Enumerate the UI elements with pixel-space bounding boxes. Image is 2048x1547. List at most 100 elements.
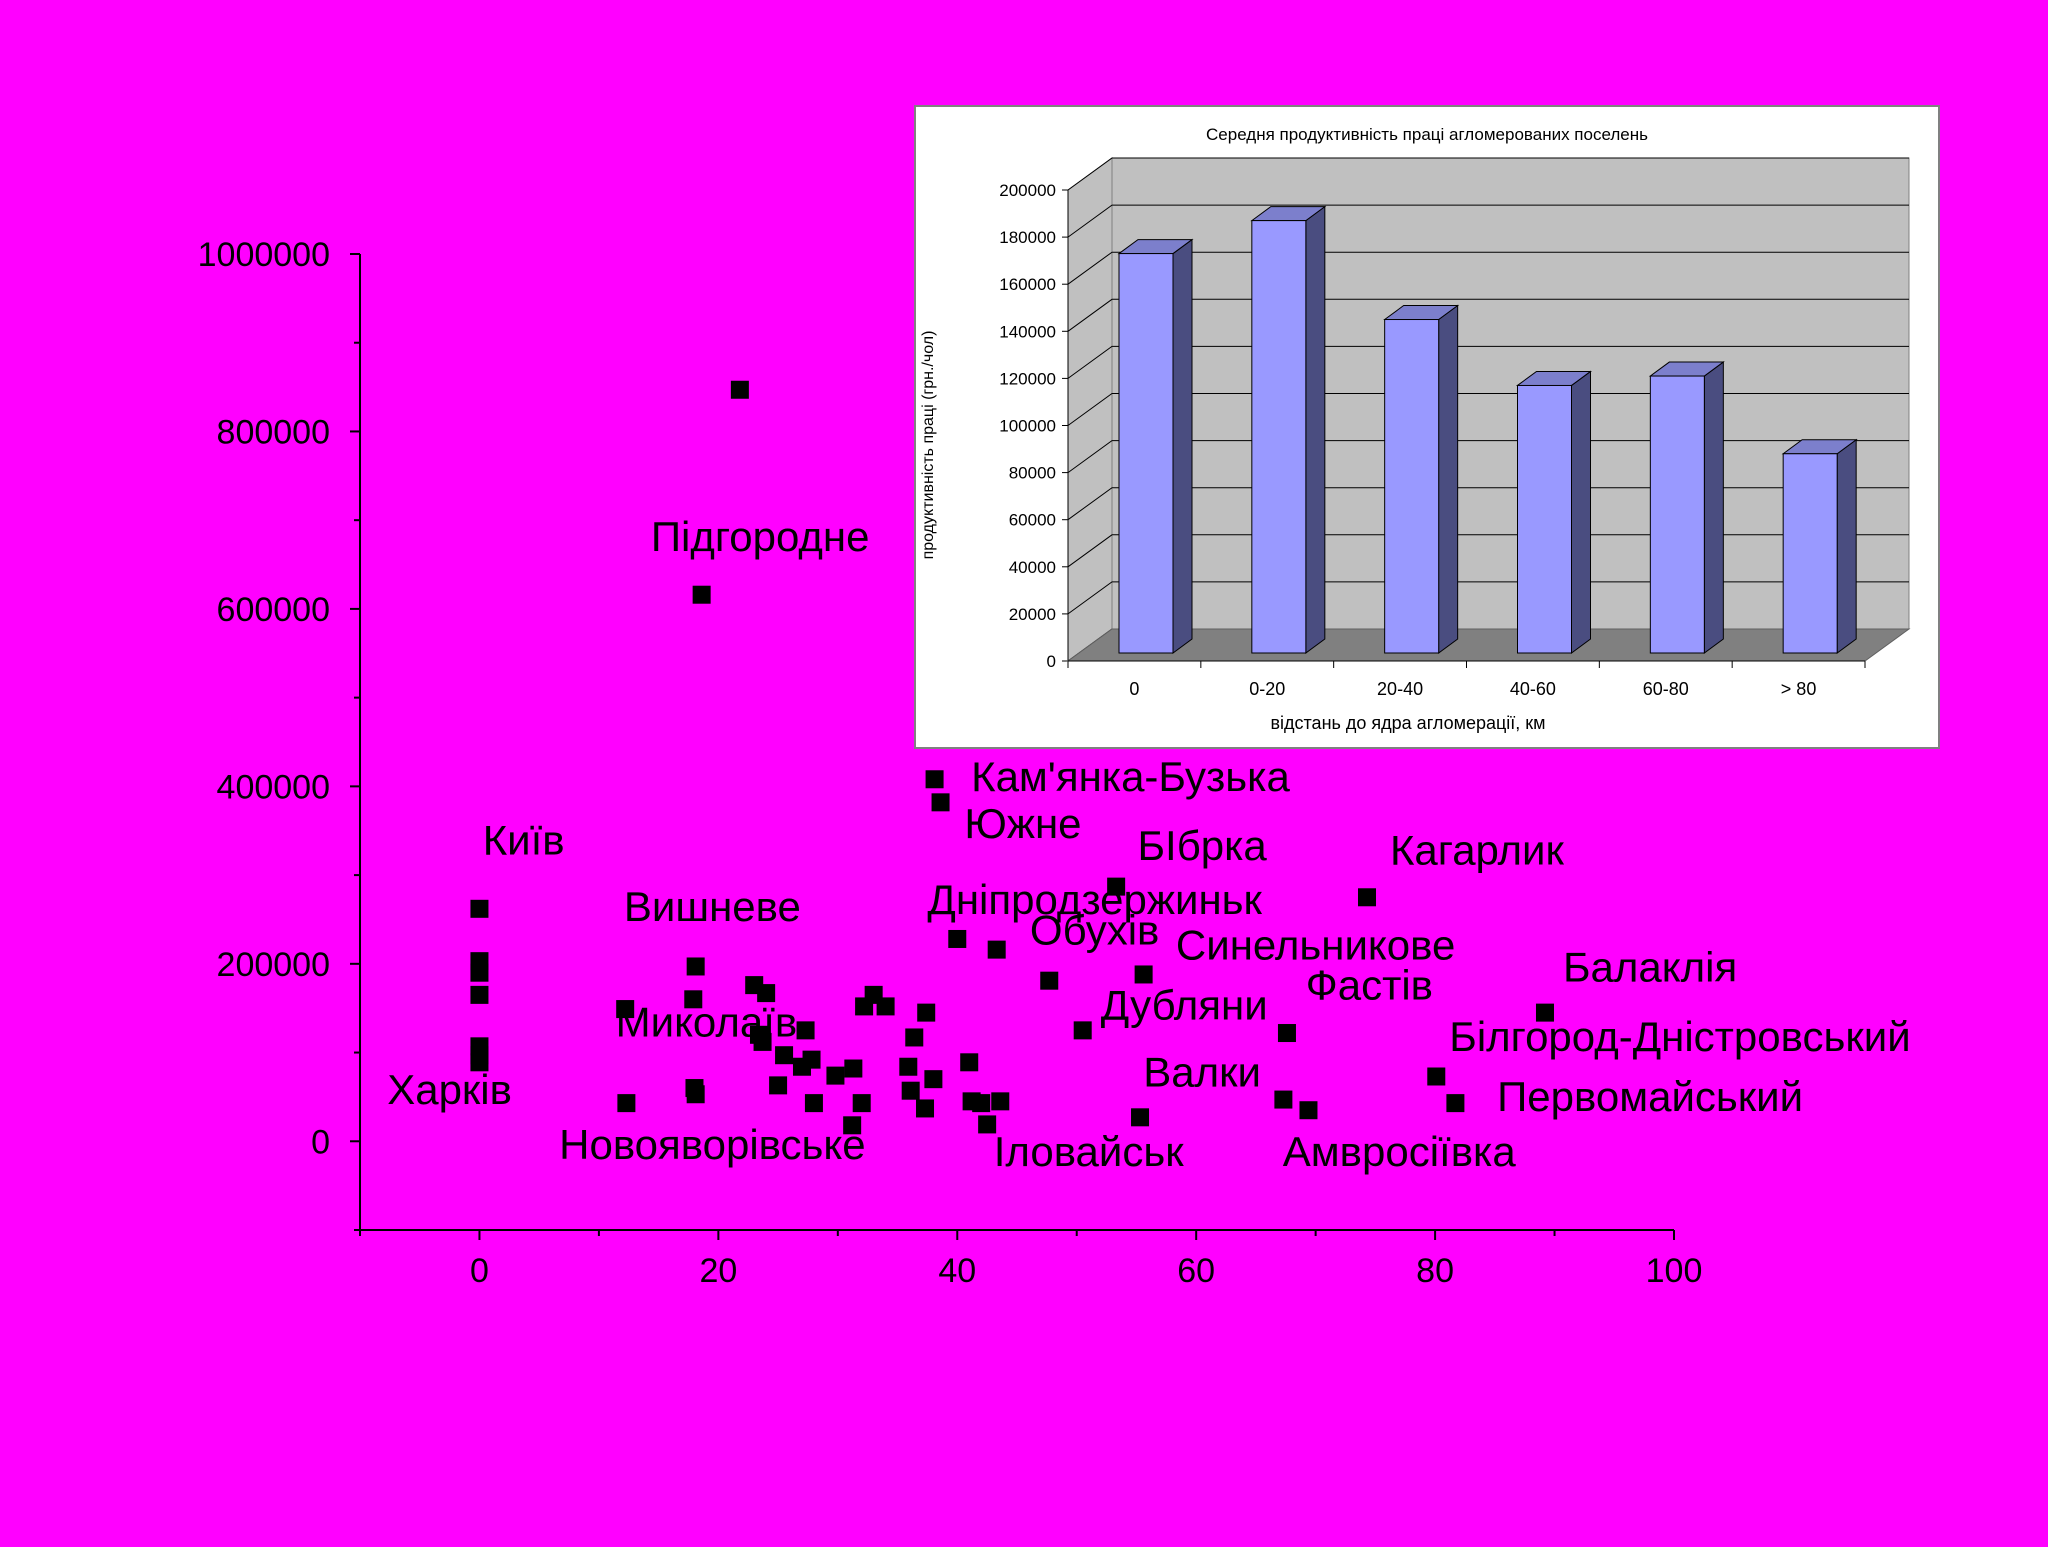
- inset-bar-chart: Середня продуктивність праці агломерован…: [914, 105, 1940, 749]
- scatter-point-label: Дніпродзержиньк: [927, 876, 1262, 923]
- scatter-point-label: Амвросіївка: [1283, 1128, 1517, 1175]
- scatter-point: [843, 1116, 862, 1135]
- bar-chart-gridline: [1067, 345, 1909, 379]
- scatter-point: [925, 770, 944, 789]
- bar-chart-x-tick-label: > 80: [1781, 679, 1817, 699]
- scatter-point: [991, 1092, 1010, 1111]
- inset-chart-x-axis-title: відстань до ядра агломерації, км: [1270, 713, 1545, 733]
- scatter-point: [899, 1057, 918, 1076]
- scatter-point-label: Київ: [483, 817, 565, 864]
- scatter-point-label: Кам'янка-Бузька: [971, 753, 1290, 800]
- scatter-point: [470, 1053, 489, 1072]
- scatter-point: [826, 1066, 845, 1085]
- bar-chart-gridline: [1067, 487, 1909, 521]
- scatter-point: [972, 1094, 991, 1113]
- bar-chart-x-tick-label: 60-80: [1643, 679, 1689, 699]
- scatter-point: [617, 1094, 636, 1113]
- scatter-point: [692, 585, 711, 604]
- scatter-point: [1299, 1101, 1318, 1120]
- bar-chart-gridline: [1067, 298, 1909, 332]
- scatter-point: [470, 985, 489, 1004]
- scatter-point-label: Миколаїв: [616, 999, 798, 1046]
- scatter-x-tick-label: 20: [699, 1252, 737, 1290]
- scatter-y-tick-label: 800000: [217, 413, 330, 451]
- bar-chart-y-tick-labels: 0 20000 40000 60000 80000 100000 120000 140000 1…: [999, 181, 1056, 671]
- scatter-point-label: Южне: [964, 800, 1081, 847]
- scatter-point: [616, 1000, 635, 1019]
- bar-chart-y-tick-label: 200000: [999, 181, 1056, 200]
- scatter-point: [978, 1115, 997, 1134]
- bar-chart-x-axis: [1067, 660, 1866, 668]
- scatter-point-label: Білгород-Дністровський: [1449, 1013, 1910, 1060]
- inset-chart-y-axis-title: продуктивність праці (грн./чол): [920, 331, 937, 560]
- scatter-point: [844, 1059, 863, 1078]
- scatter-point: [1535, 1003, 1554, 1022]
- bar-chart-gridline: [1067, 251, 1909, 285]
- scatter-point-label: Валки: [1143, 1048, 1261, 1095]
- bar-side: [1305, 205, 1326, 654]
- bar-side: [1703, 361, 1724, 654]
- bar-chart-gridline: [1067, 534, 1909, 568]
- bar: [1384, 319, 1440, 654]
- bar: [1251, 220, 1307, 654]
- scatter-point: [1274, 1090, 1293, 1109]
- scatter-point: [730, 380, 749, 399]
- scatter-y-tick-label: 200000: [217, 946, 330, 984]
- scatter-y-tick-labels: 0 200000 400000 600000 800000 1000000: [198, 236, 330, 1161]
- scatter-point: [1107, 877, 1126, 896]
- scatter-point: [684, 990, 703, 1009]
- scatter-point: [753, 1032, 772, 1051]
- bar-chart-bars: [1117, 205, 1858, 654]
- scatter-point: [802, 1050, 821, 1069]
- scatter-point-label: Фастів: [1306, 961, 1433, 1008]
- bar-chart-x-tick-label: 40-60: [1510, 679, 1556, 699]
- bar-chart-gridline: [1067, 393, 1909, 426]
- scatter-point: [769, 1076, 788, 1095]
- bar-chart-y-tick-label: 60000: [1009, 511, 1056, 530]
- scatter-y-tick-label: 0: [311, 1123, 330, 1161]
- scatter-y-tick-label: 600000: [217, 591, 330, 629]
- inset-y-axis-title-clip: продуктивність праці (грн./чол): [920, 331, 937, 560]
- scatter-point-label: Новояворівське: [559, 1121, 865, 1168]
- scatter-point: [1040, 971, 1059, 990]
- bar: [1782, 453, 1838, 654]
- scatter-point-label: Обухів: [1030, 906, 1159, 953]
- bar: [1649, 375, 1705, 654]
- scatter-y-tick-label: 400000: [217, 768, 330, 806]
- bar-chart-y-tick-label: 140000: [999, 322, 1056, 341]
- scatter-point: [686, 957, 705, 976]
- scatter-point: [901, 1081, 920, 1100]
- scatter-point: [1446, 1094, 1465, 1113]
- bar-chart-gridline: [1067, 204, 1909, 238]
- bar-chart-y-tick-label: 40000: [1009, 558, 1056, 577]
- scatter-point-label: Первомайський: [1497, 1073, 1803, 1120]
- bar-chart-gridline: [1067, 440, 1909, 474]
- bar-chart-y-tick-label: 0: [1047, 652, 1056, 671]
- scatter-point: [905, 1028, 924, 1047]
- scatter-point: [876, 997, 895, 1016]
- scatter-point: [1134, 965, 1153, 984]
- bar-chart-gridline: [1067, 581, 1909, 615]
- bar: [1517, 384, 1572, 654]
- bar-chart-x-tick-label: 0-20: [1249, 679, 1285, 699]
- scatter-point: [1131, 1108, 1150, 1127]
- scatter-point-label: БІбрка: [1137, 822, 1267, 869]
- bar-side: [1571, 370, 1591, 654]
- scatter-point: [1427, 1067, 1446, 1086]
- bar-chart-y-tick-label: 180000: [999, 228, 1056, 247]
- scatter-point-label: Кагарлик: [1390, 826, 1564, 873]
- scatter-point-label: Іловайськ: [994, 1128, 1185, 1175]
- scatter-point: [948, 929, 967, 948]
- scatter-point: [916, 1099, 935, 1118]
- bar-chart-x-tick-label: 20-40: [1377, 679, 1423, 699]
- scatter-point: [852, 1094, 871, 1113]
- scatter-point-label: Підгородне: [651, 513, 870, 560]
- scatter-point: [960, 1053, 979, 1072]
- scatter-point: [917, 1003, 936, 1022]
- bar-chart-x-tick-label: 0: [1129, 679, 1139, 699]
- scatter-point-label: Синельникове: [1176, 921, 1455, 968]
- scatter-point: [470, 963, 489, 982]
